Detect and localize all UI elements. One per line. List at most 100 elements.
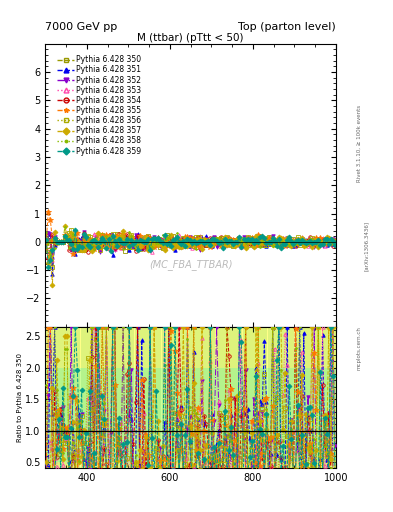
Pythia 6.428 354: [332, 239, 337, 245]
Pythia 6.428 356: [100, 232, 105, 238]
Pythia 6.428 350: [77, 239, 82, 245]
Pythia 6.428 352: [100, 243, 105, 249]
Pythia 6.428 356: [332, 240, 337, 246]
Pythia 6.428 355: [71, 250, 75, 257]
Pythia 6.428 355: [46, 208, 51, 215]
Pythia 6.428 355: [169, 243, 173, 249]
Pythia 6.428 356: [62, 233, 67, 240]
Pythia 6.428 352: [332, 238, 337, 244]
Pythia 6.428 358: [65, 233, 70, 240]
Pythia 6.428 354: [46, 255, 51, 261]
Pythia 6.428 359: [46, 264, 51, 270]
Text: Top (parton level): Top (parton level): [238, 23, 336, 32]
Legend: Pythia 6.428 350, Pythia 6.428 351, Pythia 6.428 352, Pythia 6.428 353, Pythia 6: Pythia 6.428 350, Pythia 6.428 351, Pyth…: [55, 53, 143, 158]
Pythia 6.428 354: [75, 236, 80, 242]
Pythia 6.428 358: [77, 241, 82, 247]
Pythia 6.428 358: [48, 251, 53, 258]
Line: Pythia 6.428 357: Pythia 6.428 357: [44, 224, 337, 286]
Line: Pythia 6.428 359: Pythia 6.428 359: [44, 228, 337, 269]
Pythia 6.428 355: [62, 232, 67, 238]
Pythia 6.428 353: [100, 239, 105, 245]
Pythia 6.428 353: [50, 258, 55, 264]
Pythia 6.428 350: [67, 230, 72, 236]
Pythia 6.428 359: [100, 235, 105, 241]
Pythia 6.428 359: [169, 243, 173, 249]
Pythia 6.428 358: [169, 243, 173, 249]
Line: Pythia 6.428 355: Pythia 6.428 355: [44, 209, 338, 257]
Pythia 6.428 351: [169, 234, 173, 241]
Pythia 6.428 356: [44, 240, 49, 246]
Pythia 6.428 357: [100, 239, 105, 245]
Pythia 6.428 353: [62, 233, 67, 240]
Pythia 6.428 359: [77, 243, 82, 249]
Pythia 6.428 356: [48, 255, 53, 262]
Pythia 6.428 357: [50, 282, 55, 288]
Pythia 6.428 355: [56, 239, 61, 245]
Pythia 6.428 354: [44, 240, 49, 246]
Text: 7000 GeV pp: 7000 GeV pp: [45, 23, 118, 32]
Pythia 6.428 357: [62, 223, 67, 229]
Pythia 6.428 357: [77, 239, 82, 245]
Line: Pythia 6.428 358: Pythia 6.428 358: [44, 226, 337, 256]
Pythia 6.428 354: [191, 238, 196, 244]
Pythia 6.428 350: [62, 232, 67, 239]
Pythia 6.428 352: [56, 239, 61, 245]
Pythia 6.428 357: [332, 241, 337, 247]
Line: Pythia 6.428 356: Pythia 6.428 356: [44, 228, 337, 260]
Pythia 6.428 358: [44, 229, 49, 236]
Pythia 6.428 350: [332, 237, 337, 243]
Pythia 6.428 352: [81, 229, 86, 235]
Pythia 6.428 357: [169, 231, 173, 238]
Pythia 6.428 354: [56, 239, 61, 245]
Pythia 6.428 353: [44, 244, 49, 250]
Pythia 6.428 353: [75, 237, 80, 243]
Pythia 6.428 359: [191, 238, 196, 244]
Pythia 6.428 351: [48, 231, 53, 237]
Pythia 6.428 359: [332, 242, 337, 248]
Pythia 6.428 356: [69, 227, 73, 233]
Pythia 6.428 354: [81, 230, 86, 237]
Pythia 6.428 353: [169, 232, 173, 239]
Pythia 6.428 350: [169, 240, 173, 246]
Pythia 6.428 358: [100, 237, 105, 243]
Pythia 6.428 353: [332, 240, 337, 246]
Pythia 6.428 352: [62, 233, 67, 239]
Pythia 6.428 356: [191, 243, 196, 249]
Pythia 6.428 358: [332, 239, 337, 245]
Pythia 6.428 354: [62, 233, 67, 239]
Pythia 6.428 350: [50, 264, 55, 270]
Pythia 6.428 352: [75, 240, 80, 246]
Line: Pythia 6.428 354: Pythia 6.428 354: [44, 231, 337, 260]
Pythia 6.428 357: [191, 241, 196, 247]
Pythia 6.428 350: [100, 237, 105, 243]
Pythia 6.428 353: [92, 231, 96, 238]
Line: Pythia 6.428 351: Pythia 6.428 351: [44, 232, 337, 276]
Pythia 6.428 356: [169, 237, 173, 243]
Pythia 6.428 352: [44, 239, 49, 245]
Pythia 6.428 355: [100, 232, 105, 239]
Pythia 6.428 351: [65, 237, 70, 243]
Pythia 6.428 358: [62, 224, 67, 230]
Bar: [45, 327, 336, 468]
Y-axis label: Ratio to Pythia 6.428 350: Ratio to Pythia 6.428 350: [17, 353, 24, 442]
Pythia 6.428 356: [56, 239, 61, 245]
Pythia 6.428 352: [50, 257, 55, 263]
Pythia 6.428 352: [191, 236, 196, 242]
Pythia 6.428 353: [56, 239, 61, 245]
Pythia 6.428 356: [77, 247, 82, 253]
Bar: [45, 368, 336, 462]
Pythia 6.428 354: [100, 241, 105, 247]
Pythia 6.428 354: [169, 234, 173, 241]
Line: Pythia 6.428 353: Pythia 6.428 353: [44, 232, 337, 262]
Text: [arXiv:1306.3436]: [arXiv:1306.3436]: [364, 221, 369, 271]
Pythia 6.428 355: [332, 239, 337, 245]
Title: M (ttbar) (pTtt < 50): M (ttbar) (pTtt < 50): [138, 33, 244, 42]
Pythia 6.428 358: [191, 240, 196, 246]
Pythia 6.428 359: [62, 233, 67, 239]
Pythia 6.428 357: [65, 233, 70, 239]
Pythia 6.428 351: [191, 241, 196, 247]
Pythia 6.428 350: [191, 240, 196, 246]
Pythia 6.428 355: [191, 242, 196, 248]
Pythia 6.428 357: [56, 239, 61, 245]
Pythia 6.428 359: [56, 239, 61, 245]
